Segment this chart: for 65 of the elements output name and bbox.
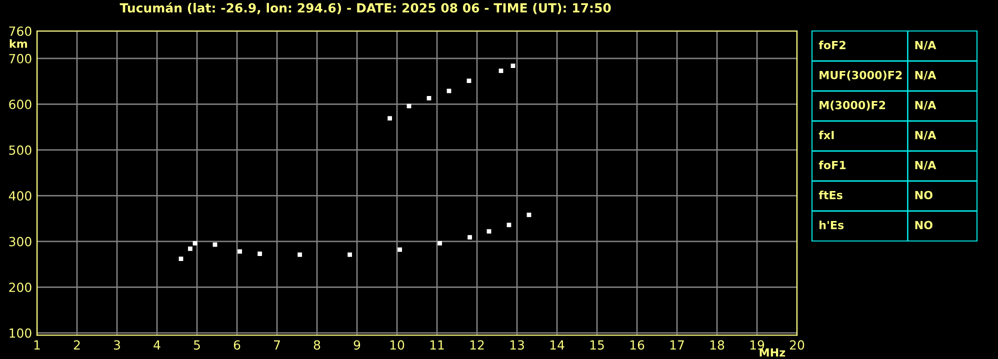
x-tick-label: 17: [670, 340, 684, 350]
point: [298, 252, 302, 257]
point: [212, 242, 218, 247]
point: [388, 116, 392, 121]
text: N/A: [915, 130, 936, 140]
x-tick-label: 16: [630, 340, 644, 350]
point: [486, 229, 492, 234]
text: fxI: [818, 130, 834, 140]
chart-title: Tucumán (lat: -26.9, lon: 294.6) - DATE: 2025 08 06 - TIME (UT): 17:50: [120, 2, 611, 14]
text: NO: [915, 190, 932, 200]
x-tick-label: 1: [34, 340, 40, 350]
point: [426, 96, 432, 100]
point: [192, 241, 198, 246]
text: N/A: [915, 40, 936, 50]
x-axis-title: MHz: [760, 348, 786, 356]
x-tick-label: 10: [390, 340, 404, 350]
y-tick-label: 700: [9, 54, 32, 64]
y-tick-label: 500: [9, 145, 32, 155]
text: M(3000)F2: [820, 100, 886, 111]
text: N/A: [915, 70, 936, 80]
text: foF2: [818, 40, 846, 50]
point: [466, 78, 472, 84]
y-tick-label: 400: [8, 191, 32, 201]
point: [398, 247, 402, 252]
x-tick-label: 18: [710, 340, 724, 350]
x-tick-label: 19: [750, 340, 764, 350]
point: [438, 241, 442, 246]
x-tick-label: 15: [590, 340, 604, 350]
point: [446, 88, 452, 94]
text: ftEs: [818, 190, 842, 200]
point: [348, 252, 352, 257]
x-tick-label: 7: [274, 340, 280, 350]
x-tick-label: 8: [314, 340, 320, 350]
y-tick-label: 300: [9, 236, 32, 246]
y-tick-label: 760: [9, 26, 32, 36]
point: [510, 64, 516, 68]
point: [258, 252, 262, 256]
x-tick-label: 5: [194, 340, 200, 350]
y-tick-label: 600: [9, 100, 32, 110]
text: NO: [915, 220, 932, 230]
text: h'Es: [820, 220, 844, 230]
point: [468, 235, 472, 240]
point: [178, 256, 184, 261]
y-tick-label: 100: [10, 328, 32, 338]
x-tick-label: 6: [234, 340, 240, 350]
point: [238, 249, 242, 254]
y-axis-title: km: [10, 39, 27, 48]
point: [188, 246, 192, 251]
x-tick-label: 11: [430, 340, 444, 350]
x-tick-label: 2: [74, 340, 80, 350]
text: foF1: [818, 160, 846, 170]
point: [506, 222, 512, 228]
text: N/A: [915, 160, 936, 170]
x-tick-label: 14: [550, 340, 564, 350]
x-tick-label: 13: [510, 340, 524, 350]
x-tick-label: 12: [470, 340, 484, 350]
text: MUF(3000)F2: [820, 70, 902, 81]
x-tick-label: 3: [114, 340, 120, 350]
x-tick-label: 4: [154, 340, 160, 350]
y-tick-label: 200: [9, 282, 32, 292]
x-tick-label: 20: [790, 340, 804, 350]
point: [498, 68, 504, 73]
x-tick-label: 9: [354, 340, 360, 350]
point: [526, 212, 532, 218]
text: N/A: [915, 100, 936, 110]
